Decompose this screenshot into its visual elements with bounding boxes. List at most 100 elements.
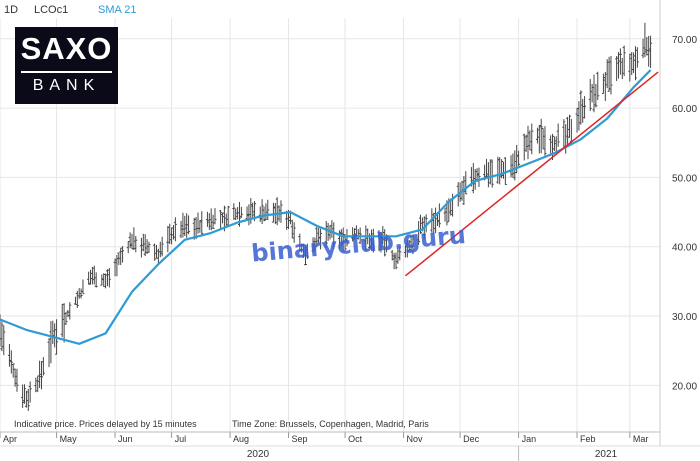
x-tick-label: Dec — [463, 434, 480, 444]
price-bar — [486, 162, 490, 188]
logo-line-2: BANK — [32, 77, 101, 94]
price-bar — [473, 169, 477, 190]
price-bar — [503, 157, 507, 186]
price-bars — [0, 22, 653, 411]
price-bar — [622, 45, 626, 77]
price-bar — [543, 126, 547, 156]
price-bar — [511, 153, 515, 178]
price-bar — [38, 360, 42, 388]
price-bar — [143, 234, 147, 257]
price-bar — [34, 377, 38, 393]
price-bar — [319, 228, 323, 250]
saxo-bank-logo: SAXO BANK — [15, 27, 118, 104]
price-bar — [23, 384, 27, 404]
price-bar — [485, 158, 489, 179]
price-bar — [564, 124, 568, 154]
price-bar — [245, 206, 249, 221]
price-bar — [464, 171, 468, 195]
price-bar — [383, 229, 387, 257]
price-bar — [155, 245, 159, 259]
price-bar — [633, 46, 637, 81]
price-bar — [394, 252, 398, 270]
x-tick-label: May — [60, 434, 78, 444]
price-bar — [89, 269, 93, 285]
price-bar — [417, 221, 421, 245]
price-bar — [153, 243, 157, 261]
price-bar — [92, 265, 96, 285]
price-bar — [471, 163, 475, 194]
price-bar — [552, 136, 556, 152]
watermark-text: binaryclub.guru — [250, 221, 467, 268]
price-bar — [620, 57, 624, 80]
interval-label[interactable]: 1D — [4, 4, 19, 16]
price-bar — [24, 390, 28, 408]
price-bar — [36, 375, 40, 392]
price-bar — [313, 237, 317, 252]
price-bar — [166, 225, 170, 253]
sma-21-line — [0, 69, 652, 345]
price-bar — [566, 116, 570, 148]
price-bar — [443, 208, 447, 222]
price-bar — [583, 96, 587, 119]
price-bar — [435, 213, 439, 226]
price-bar — [211, 214, 215, 229]
symbol-label[interactable]: LCOc1 — [34, 4, 69, 16]
price-bar — [160, 236, 164, 257]
price-bar — [94, 272, 98, 288]
price-bar — [396, 248, 400, 264]
price-bar — [298, 233, 302, 252]
price-bar — [115, 254, 119, 277]
price-bar — [73, 296, 77, 305]
indicator-label[interactable]: SMA 21 — [98, 4, 137, 16]
price-bar — [541, 128, 545, 150]
price-bar — [53, 323, 57, 348]
price-bar — [530, 123, 534, 155]
price-bar — [226, 205, 230, 226]
price-bar — [68, 302, 72, 320]
price-bar — [424, 214, 428, 233]
price-bar — [41, 357, 45, 376]
price-bar — [556, 123, 560, 147]
price-bar — [139, 237, 143, 258]
price-bar — [117, 252, 121, 265]
price-bar — [132, 227, 136, 250]
price-bar — [0, 314, 2, 347]
price-bar — [26, 388, 30, 411]
price-bar — [496, 156, 500, 184]
price-bar — [239, 206, 243, 219]
price-bar — [632, 52, 636, 74]
price-bar — [364, 225, 368, 252]
price-bar — [618, 48, 622, 75]
price-bar — [271, 202, 275, 223]
price-bar — [477, 167, 481, 187]
price-bar — [603, 71, 607, 101]
x-tick-label: Oct — [348, 434, 363, 444]
price-bar — [607, 56, 611, 92]
price-bar — [168, 223, 172, 245]
logo-line-1: SAXO — [20, 31, 113, 66]
price-bar — [141, 233, 145, 252]
price-bar — [630, 52, 634, 76]
price-bar — [513, 150, 517, 181]
price-bar — [615, 55, 619, 81]
price-bar — [437, 203, 441, 228]
price-bar — [605, 59, 609, 89]
price-bar — [509, 155, 513, 178]
chart-lines — [0, 69, 659, 345]
price-bar — [356, 229, 360, 240]
price-bar — [28, 381, 32, 403]
price-bar — [649, 35, 653, 69]
x-tick-label: Sep — [292, 434, 308, 444]
logo-divider — [21, 71, 112, 73]
price-bar — [264, 203, 268, 221]
price-bar — [590, 83, 594, 103]
price-bar — [643, 22, 647, 58]
year-label: 2021 — [595, 449, 618, 460]
price-bar — [345, 229, 349, 247]
price-bar — [539, 118, 543, 154]
price-bar — [170, 227, 174, 245]
price-bar — [390, 249, 394, 261]
price-bar — [601, 73, 605, 95]
price-bar — [581, 98, 585, 123]
